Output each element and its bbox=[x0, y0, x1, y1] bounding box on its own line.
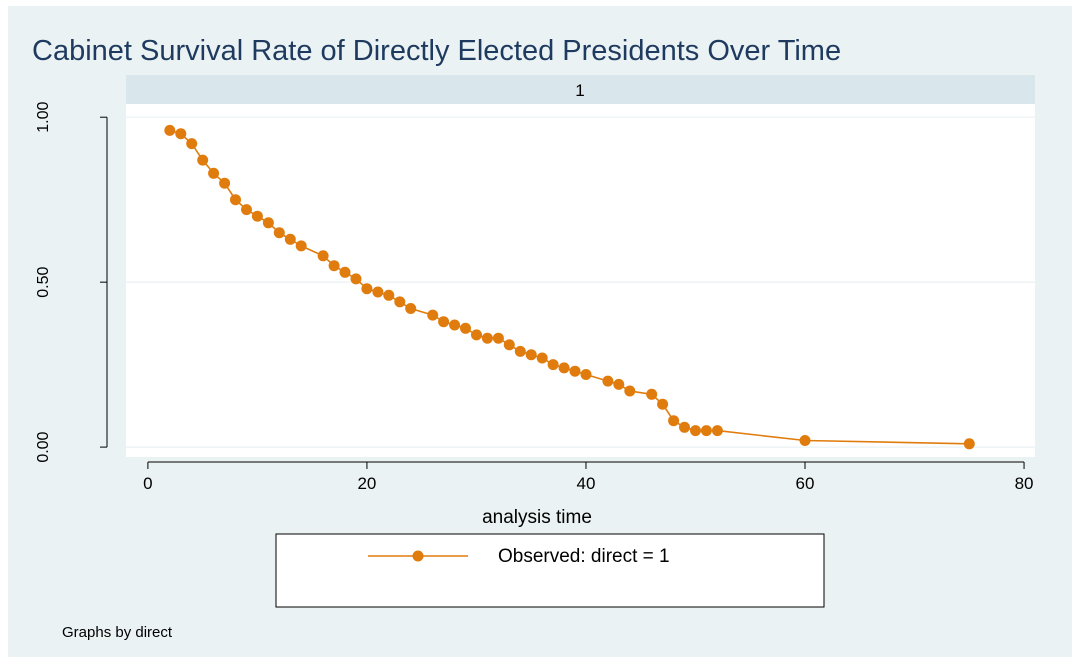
data-point bbox=[514, 345, 526, 357]
grid-lines bbox=[126, 116, 1035, 448]
data-point bbox=[394, 296, 406, 308]
data-point bbox=[427, 309, 439, 321]
data-point bbox=[536, 352, 548, 364]
x-tick-label: 20 bbox=[357, 474, 376, 493]
data-point bbox=[219, 177, 231, 189]
data-point bbox=[317, 250, 329, 262]
data-point bbox=[284, 233, 296, 245]
data-point bbox=[186, 138, 198, 150]
x-tick-label: 0 bbox=[143, 474, 152, 493]
x-tick-label: 80 bbox=[1015, 474, 1034, 493]
data-point bbox=[711, 425, 723, 437]
data-point bbox=[230, 194, 241, 206]
legend-label: Observed: direct = 1 bbox=[498, 546, 670, 567]
data-point bbox=[164, 124, 176, 136]
data-point bbox=[646, 388, 658, 400]
data-point bbox=[251, 210, 263, 222]
data-point bbox=[175, 128, 187, 140]
x-axis-label: analysis time bbox=[482, 507, 592, 528]
data-point bbox=[208, 167, 220, 179]
data-point bbox=[273, 227, 285, 239]
legend: Observed: direct = 1 bbox=[275, 533, 825, 608]
data-point bbox=[602, 375, 614, 387]
data-point bbox=[580, 369, 592, 380]
data-point bbox=[690, 425, 701, 437]
data-point bbox=[361, 283, 373, 295]
data-point bbox=[405, 303, 417, 314]
data-point bbox=[558, 362, 570, 374]
data-point bbox=[438, 316, 450, 328]
data-point bbox=[700, 425, 712, 437]
x-tick-label: 40 bbox=[577, 474, 596, 493]
x-tick-label: 60 bbox=[796, 474, 815, 493]
data-point bbox=[241, 204, 252, 216]
data-point bbox=[963, 438, 975, 450]
data-point bbox=[471, 329, 482, 341]
data-point bbox=[657, 398, 669, 410]
data-point bbox=[481, 332, 493, 344]
data-point bbox=[350, 273, 362, 285]
data-point bbox=[339, 266, 351, 278]
legend-marker-key bbox=[412, 550, 424, 562]
footnote: Graphs by direct bbox=[62, 624, 173, 641]
data-series bbox=[164, 124, 975, 450]
panel-label: 1 bbox=[575, 81, 584, 100]
data-point bbox=[613, 378, 625, 390]
data-point bbox=[569, 365, 581, 377]
y-tick-label: 1.00 bbox=[35, 102, 52, 133]
data-point bbox=[503, 339, 515, 351]
legend-box bbox=[275, 533, 825, 608]
y-tick-label: 0.50 bbox=[35, 266, 52, 297]
data-point bbox=[492, 332, 504, 344]
chart-title: Cabinet Survival Rate of Directly Electe… bbox=[32, 35, 841, 67]
data-point bbox=[547, 359, 559, 371]
data-point bbox=[460, 322, 471, 334]
data-point bbox=[295, 240, 307, 252]
data-point bbox=[197, 154, 209, 166]
plot-area bbox=[126, 104, 1035, 457]
data-point bbox=[262, 217, 274, 229]
data-point bbox=[525, 349, 537, 361]
data-point bbox=[799, 435, 811, 446]
y-tick-label: 0.00 bbox=[35, 431, 52, 462]
axes: 0.00 0.50 1.00 0 20 40 60 80 bbox=[35, 102, 1033, 493]
panel-strip bbox=[126, 75, 1035, 104]
data-point bbox=[372, 286, 384, 298]
data-point bbox=[668, 415, 680, 427]
data-point bbox=[679, 421, 690, 433]
data-point bbox=[328, 260, 340, 272]
data-point bbox=[624, 385, 636, 397]
data-point bbox=[449, 319, 461, 331]
data-point bbox=[383, 289, 395, 301]
